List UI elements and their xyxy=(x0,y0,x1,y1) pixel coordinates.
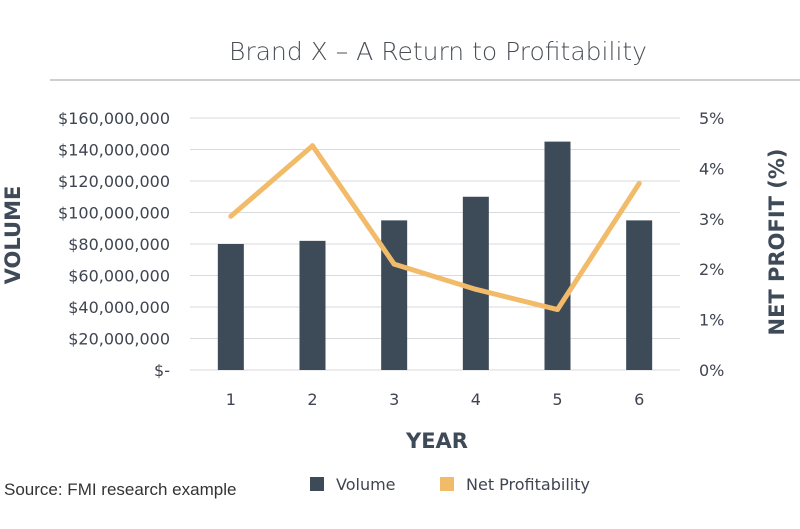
volume-bar xyxy=(626,220,653,370)
net-profitability-point xyxy=(555,307,560,313)
legend: Volume Net Profitability xyxy=(310,475,590,494)
left-tick-label: $80,000,000 xyxy=(68,235,170,254)
net-profitability-point xyxy=(228,213,234,219)
x-tick-label: 3 xyxy=(389,390,399,409)
left-tick-label: $140,000,000 xyxy=(58,141,170,160)
volume-bars xyxy=(217,141,653,370)
gridlines xyxy=(190,117,680,371)
left-tick-label: $20,000,000 xyxy=(68,330,170,349)
volume-bar xyxy=(299,240,326,370)
volume-bar xyxy=(381,220,408,370)
left-tick-label: $- xyxy=(154,361,170,380)
volume-bar xyxy=(462,196,489,370)
chart-title: Brand X – A Return to Profitability xyxy=(229,37,647,66)
y-axis-right-title: NET PROFIT (%) xyxy=(765,148,789,335)
left-tick-label: $100,000,000 xyxy=(58,204,170,223)
net-profitability-point xyxy=(636,181,642,187)
left-tick-label: $40,000,000 xyxy=(68,298,170,317)
x-tick-label: 5 xyxy=(552,390,562,409)
x-tick-label: 4 xyxy=(471,390,481,409)
right-tick-label: 2% xyxy=(699,260,724,279)
net-profitability-point xyxy=(391,261,397,267)
volume-bar xyxy=(217,244,244,370)
left-axis-ticks: $- $20,000,000 $40,000,000 $60,000,000 $80,0… xyxy=(58,109,170,380)
legend-swatch-volume xyxy=(310,477,324,491)
y-axis-left-title: VOLUME xyxy=(1,186,25,285)
x-axis-title: YEAR xyxy=(405,429,468,453)
right-axis-ticks: 0% 1% 2% 3% 4% 5% xyxy=(699,109,724,380)
right-tick-label: 0% xyxy=(699,361,724,380)
net-profitability-point xyxy=(473,286,479,292)
source-note: Source: FMI research example xyxy=(4,480,236,499)
left-tick-label: $120,000,000 xyxy=(58,172,170,191)
right-tick-label: 5% xyxy=(699,109,724,128)
net-profitability-point xyxy=(310,143,315,149)
net-profitability-path xyxy=(228,143,642,313)
x-axis-ticks: 1 2 3 4 5 6 xyxy=(226,390,645,409)
right-tick-label: 1% xyxy=(699,311,724,330)
x-tick-label: 6 xyxy=(634,390,644,409)
net-profitability-line xyxy=(228,143,642,313)
left-tick-label: $160,000,000 xyxy=(58,109,170,128)
x-tick-label: 1 xyxy=(226,390,236,409)
legend-label-net-profitability: Net Profitability xyxy=(466,475,590,494)
left-tick-label: $60,000,000 xyxy=(68,267,170,286)
legend-swatch-net-profitability xyxy=(440,477,454,491)
right-tick-label: 4% xyxy=(699,159,724,178)
right-tick-label: 3% xyxy=(699,210,724,229)
legend-label-volume: Volume xyxy=(336,475,396,494)
x-tick-label: 2 xyxy=(307,390,317,409)
volume-bar xyxy=(544,141,571,370)
